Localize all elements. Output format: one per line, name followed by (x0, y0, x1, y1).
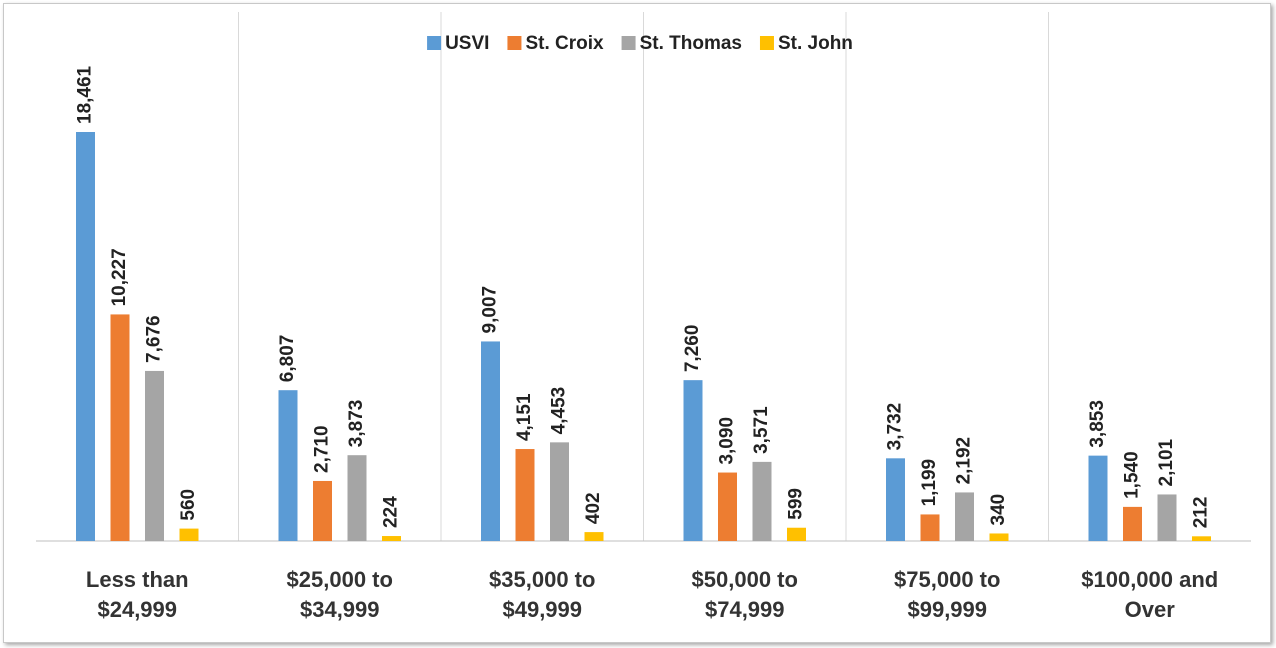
bar (110, 314, 130, 541)
chart-frame (3, 3, 1271, 643)
bar (584, 532, 604, 541)
x-tick-label: Less than $24,999 (85, 567, 189, 622)
bar (787, 527, 806, 541)
bar (145, 370, 164, 541)
data-label: 4,151 (514, 393, 535, 441)
bar (886, 458, 905, 541)
data-label: 3,873 (346, 400, 367, 448)
legend-swatch (507, 36, 522, 50)
data-label: 3,571 (751, 406, 772, 454)
bar (1088, 455, 1108, 541)
bar (313, 480, 332, 541)
x-tick-label: $75,000 to $99,999 (894, 567, 1001, 622)
data-label: 10,227 (109, 248, 130, 306)
bar (1157, 494, 1177, 541)
bar (550, 442, 569, 541)
bar (752, 461, 772, 541)
bar (278, 390, 298, 541)
data-label: 1,540 (1122, 451, 1143, 499)
data-label: 3,732 (885, 403, 906, 451)
bar (179, 528, 199, 541)
data-label: 2,101 (1156, 438, 1177, 486)
bar (718, 472, 737, 541)
data-label: 7,260 (682, 325, 703, 373)
data-label: 18,461 (75, 65, 96, 124)
data-label: 3,853 (1087, 400, 1108, 448)
x-tick-label: $100,000 and Over (1081, 567, 1219, 622)
data-label: 2,710 (312, 425, 333, 473)
legend-swatch (621, 36, 636, 50)
data-label: 560 (178, 489, 199, 521)
x-tick-label: $50,000 to $74,999 (691, 567, 798, 622)
bar (683, 380, 703, 541)
data-label: 402 (583, 492, 604, 524)
bar (1123, 506, 1142, 541)
legend-label: St. John (778, 33, 853, 54)
bar (347, 455, 367, 541)
bar (989, 533, 1009, 541)
legend-swatch (759, 36, 774, 50)
x-tick-label: $25,000 to $34,999 (286, 567, 393, 622)
data-label: 9,007 (480, 286, 501, 334)
legend-label: St. Croix (525, 33, 604, 54)
x-tick-label: $35,000 to $49,999 (489, 567, 596, 622)
bar (955, 492, 974, 541)
data-label: 4,453 (549, 387, 570, 435)
data-label: 340 (988, 494, 1009, 526)
data-label: 212 (1191, 497, 1212, 529)
legend-label: USVI (445, 33, 489, 54)
bar (481, 341, 500, 541)
data-label: 2,192 (954, 437, 975, 485)
data-label: 3,090 (717, 417, 738, 465)
legend-label: St. Thomas (640, 33, 742, 54)
bar (515, 449, 535, 541)
data-label: 224 (381, 496, 402, 528)
data-label: 7,676 (144, 315, 165, 363)
data-label: 1,199 (919, 459, 940, 507)
data-label: 599 (786, 488, 807, 520)
bar (76, 132, 95, 541)
legend-swatch (427, 36, 442, 50)
bar (1192, 536, 1211, 541)
bar (382, 536, 401, 541)
data-label: 6,807 (277, 335, 298, 383)
bar (920, 514, 940, 541)
